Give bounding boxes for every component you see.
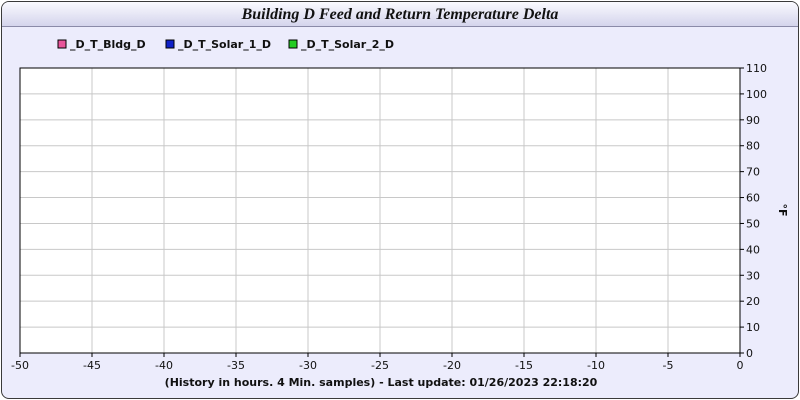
y-axis-label: °F — [776, 203, 789, 216]
y-tick-label: 20 — [746, 295, 760, 308]
y-tick-label: 30 — [746, 269, 760, 282]
legend-swatch — [57, 39, 67, 49]
y-tick-label: 0 — [746, 347, 753, 360]
legend-label: _D_T_Solar_1_D — [178, 38, 271, 51]
legend-swatch — [165, 39, 175, 49]
chart-title: Building D Feed and Return Temperature D… — [241, 6, 559, 23]
y-tick-label: 10 — [746, 321, 760, 334]
y-axis: 0 10 20 30 40 50 60 70 80 90 100 110 — [740, 62, 767, 360]
x-tick-label: 0 — [737, 359, 744, 372]
x-axis: -50 -45 -40 -35 -30 -25 -20 -15 -10 -5 0 — [11, 353, 744, 372]
x-tick-label: -45 — [83, 359, 101, 372]
x-tick-label: -5 — [663, 359, 674, 372]
y-tick-label: 60 — [746, 192, 760, 205]
legend-swatch — [288, 39, 298, 49]
x-tick-label: -50 — [11, 359, 29, 372]
x-tick-label: -35 — [227, 359, 245, 372]
y-tick-label: 110 — [746, 62, 767, 75]
legend: _D_T_Bldg_D _D_T_Solar_1_D _D_T_Solar_2_D — [57, 38, 394, 51]
legend-label: _D_T_Bldg_D — [70, 38, 146, 51]
x-tick-label: -15 — [515, 359, 533, 372]
y-tick-label: 80 — [746, 140, 760, 153]
x-tick-label: -10 — [587, 359, 605, 372]
x-tick-label: -20 — [443, 359, 461, 372]
title-bar: Building D Feed and Return Temperature D… — [2, 2, 798, 27]
x-tick-label: -40 — [155, 359, 173, 372]
y-tick-label: 90 — [746, 114, 760, 127]
x-tick-label: -30 — [299, 359, 317, 372]
y-tick-label: 100 — [746, 88, 767, 101]
x-axis-caption: (History in hours. 4 Min. samples) - Las… — [165, 376, 598, 389]
y-tick-label: 70 — [746, 166, 760, 179]
x-tick-label: -25 — [371, 359, 389, 372]
y-tick-label: 50 — [746, 217, 760, 230]
y-tick-label: 40 — [746, 243, 760, 256]
legend-label: _D_T_Solar_2_D — [301, 38, 394, 51]
